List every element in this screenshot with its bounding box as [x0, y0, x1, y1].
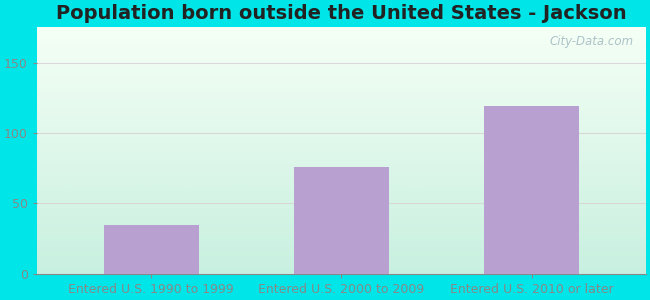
Bar	[103, 224, 199, 274]
Bar	[484, 106, 579, 274]
Title: Population born outside the United States - Jackson: Population born outside the United State…	[56, 4, 627, 23]
Bar	[294, 167, 389, 274]
Text: City-Data.com: City-Data.com	[549, 35, 634, 48]
